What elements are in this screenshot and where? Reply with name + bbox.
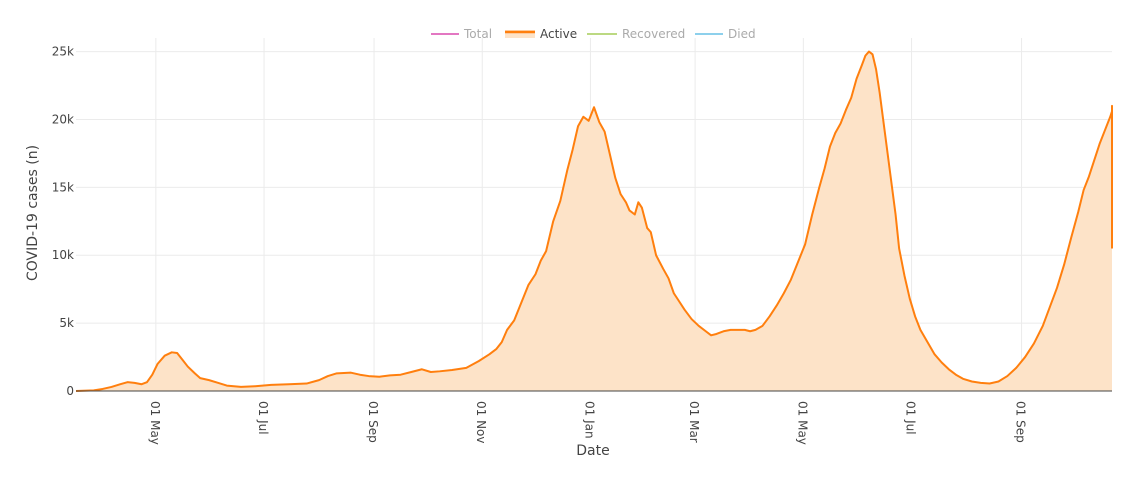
x-tick-label: 01 Jul — [904, 401, 918, 435]
legend-item-total[interactable]: Total — [431, 27, 492, 41]
active-area-fill — [76, 51, 1112, 391]
y-tick-label: 5k — [59, 316, 74, 330]
active-series-line — [75, 50, 1113, 392]
legend[interactable]: Total Active Recovered Died — [431, 27, 756, 41]
legend-label: Active — [540, 27, 577, 41]
grid-lines — [76, 38, 1112, 391]
y-tick-label: 15k — [52, 180, 74, 194]
x-tick-label: 01 Sep — [366, 401, 380, 443]
y-axis-ticks: 0 5k 10k 15k 20k 25k — [52, 45, 74, 398]
x-tick-label: 01 Jul — [256, 401, 270, 435]
x-tick-label: 01 May — [148, 401, 162, 445]
x-tick-label: 01 Nov — [474, 401, 488, 444]
y-tick-label: 25k — [52, 45, 74, 59]
legend-label: Total — [463, 27, 492, 41]
legend-item-died[interactable]: Died — [695, 27, 756, 41]
legend-item-active[interactable]: Active — [505, 27, 577, 41]
y-tick-label: 20k — [52, 112, 74, 126]
x-tick-label: 01 May — [795, 401, 809, 445]
y-tick-label: 0 — [66, 384, 74, 398]
y-tick-label: 10k — [52, 248, 74, 262]
y-axis-label: COVID-19 cases (n) — [25, 145, 41, 281]
active-series-layer — [75, 50, 1113, 392]
legend-label: Died — [728, 27, 756, 41]
legend-item-recovered[interactable]: Recovered — [587, 27, 685, 41]
legend-label: Recovered — [622, 27, 685, 41]
x-axis-ticks: 01 May 01 Jul 01 Sep 01 Nov 01 Jan 01 Mar 01 M… — [148, 401, 1028, 445]
legend-swatch-fill — [505, 30, 535, 38]
x-tick-label: 01 Jan — [582, 401, 596, 439]
x-axis-label: Date — [576, 443, 609, 459]
x-tick-label: 01 Sep — [1014, 401, 1028, 443]
x-tick-label: 01 Mar — [687, 401, 701, 443]
